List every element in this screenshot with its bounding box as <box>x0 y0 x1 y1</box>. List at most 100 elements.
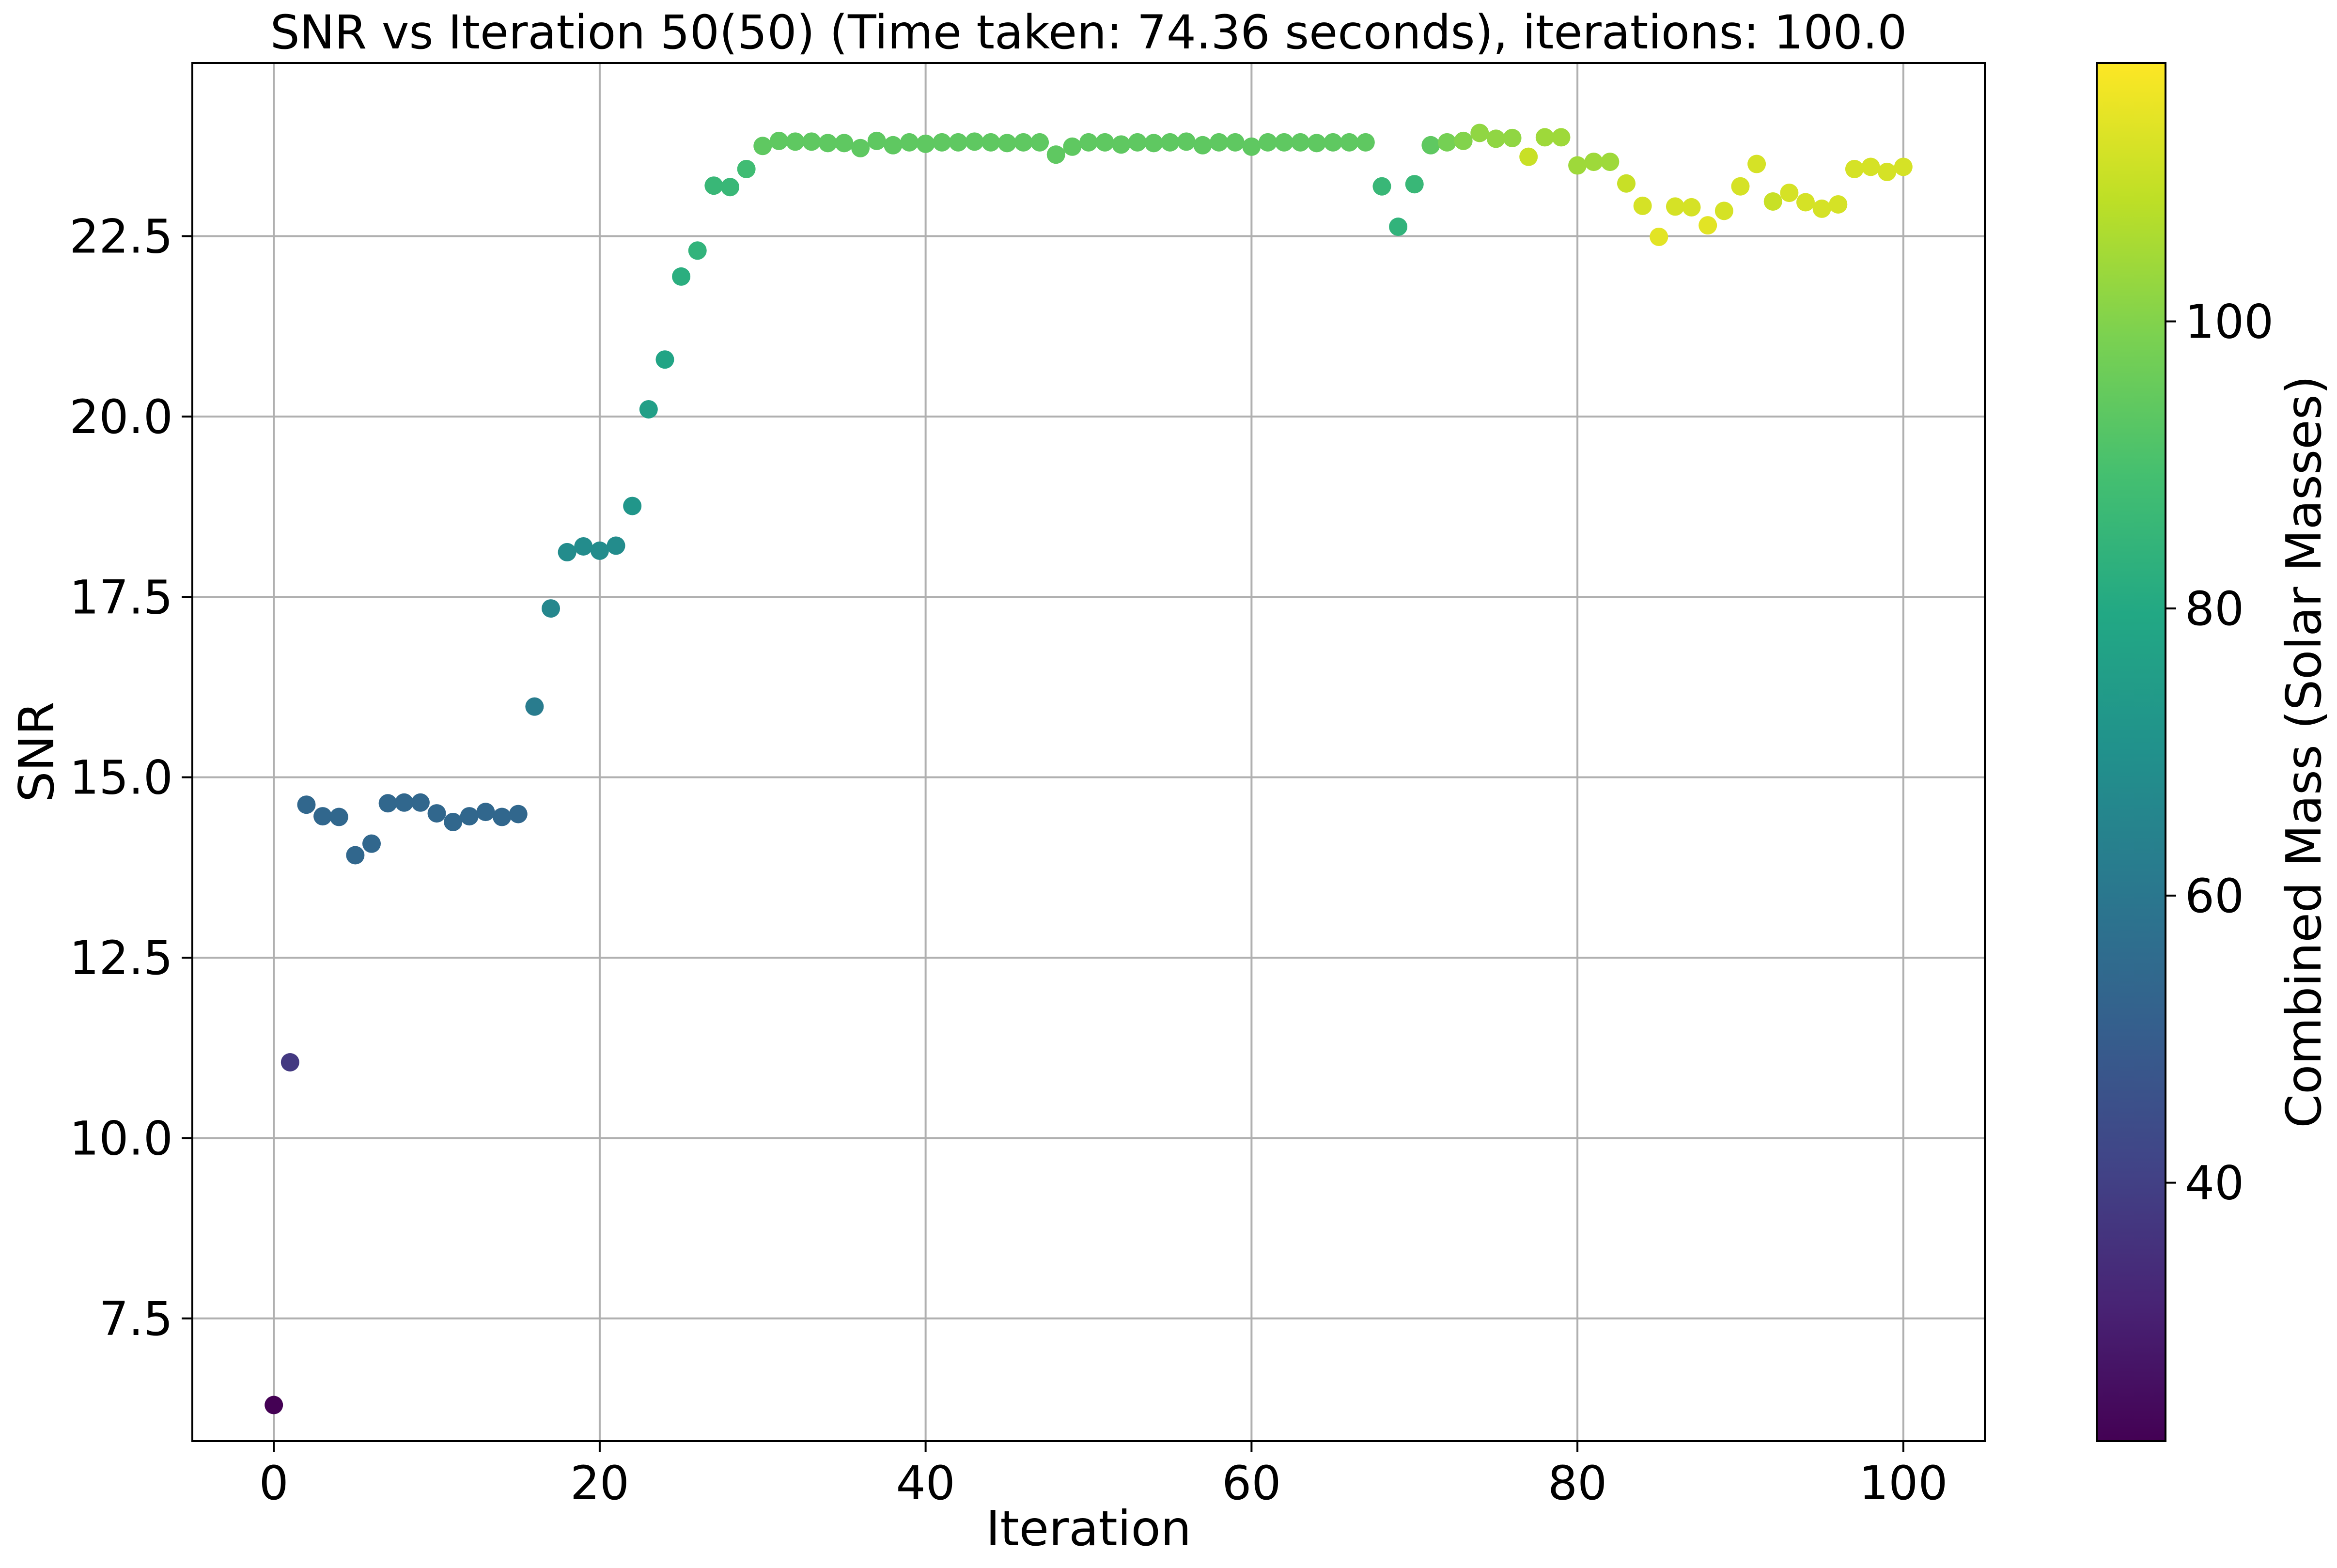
data-point <box>867 131 886 150</box>
data-point <box>818 134 837 153</box>
data-point <box>1568 156 1587 175</box>
data-point <box>1714 202 1733 220</box>
data-point <box>1079 133 1098 152</box>
data-point <box>672 267 691 286</box>
y-axis-title: SNR <box>8 701 65 802</box>
data-point <box>607 536 625 555</box>
data-point <box>476 803 495 822</box>
x-tick-label: 20 <box>570 1456 629 1510</box>
data-point <box>1470 124 1489 142</box>
data-point <box>1503 128 1522 147</box>
data-point <box>395 793 414 812</box>
data-point <box>1633 196 1652 215</box>
data-point <box>704 176 723 195</box>
data-point <box>884 136 903 155</box>
data-point <box>1275 133 1293 152</box>
y-tick-label: 10.0 <box>69 1111 173 1165</box>
data-point <box>655 350 674 369</box>
data-point <box>427 804 446 823</box>
y-tick-label: 7.5 <box>99 1292 173 1346</box>
data-point <box>1861 157 1880 176</box>
colorbar-ticks: 40 60 80 100 <box>2166 295 2274 1211</box>
data-point <box>574 537 593 556</box>
data-point <box>1584 153 1603 171</box>
data-point <box>916 134 935 153</box>
x-axis-title: Iteration <box>986 1500 1191 1557</box>
data-point <box>623 497 642 515</box>
grid <box>192 63 1985 1441</box>
data-point <box>1650 227 1668 246</box>
x-axis: 0 20 40 60 80 100 <box>259 1441 1948 1510</box>
data-point <box>280 1053 299 1071</box>
data-point <box>1601 153 1620 171</box>
y-axis: 7.5 10.0 12.5 15.0 17.5 20.0 22.5 <box>69 209 192 1346</box>
colorbar-tick-label: 100 <box>2185 295 2274 349</box>
data-point <box>1519 147 1538 166</box>
y-tick-label: 22.5 <box>69 209 173 264</box>
data-point <box>1829 195 1848 214</box>
x-tick-label: 0 <box>259 1456 289 1510</box>
data-point <box>1763 192 1782 211</box>
data-point <box>525 697 544 716</box>
data-point <box>1144 134 1163 153</box>
data-point <box>297 795 316 814</box>
data-point <box>1356 133 1375 152</box>
data-point <box>1177 132 1196 151</box>
data-point <box>1112 135 1131 154</box>
data-point <box>900 133 919 152</box>
colorbar-tick-label: 60 <box>2185 869 2244 923</box>
data-point <box>1324 133 1342 152</box>
data-point <box>493 807 512 826</box>
data-point <box>346 846 365 865</box>
x-tick-label: 60 <box>1222 1456 1281 1510</box>
data-point <box>753 137 772 155</box>
data-point <box>1095 133 1114 152</box>
data-point <box>1307 134 1326 153</box>
data-point <box>965 132 984 151</box>
data-point <box>851 139 870 157</box>
colorbar-tick-label: 40 <box>2185 1156 2244 1211</box>
data-point <box>1030 133 1049 152</box>
data-point <box>1340 133 1359 152</box>
x-tick-label: 80 <box>1548 1456 1607 1510</box>
data-point <box>1682 198 1701 217</box>
data-point <box>1812 199 1831 218</box>
data-point <box>639 400 658 419</box>
data-point <box>558 543 576 561</box>
data-point <box>1617 174 1636 193</box>
data-point <box>1454 131 1473 150</box>
y-tick-label: 12.5 <box>69 931 173 985</box>
colorbar-tick-label: 80 <box>2185 582 2244 636</box>
data-point <box>1845 159 1864 178</box>
data-point <box>1405 175 1424 194</box>
data-point <box>997 134 1016 153</box>
data-point <box>1128 133 1147 152</box>
x-tick-label: 40 <box>896 1456 955 1510</box>
y-tick-label: 17.5 <box>69 570 173 624</box>
data-point <box>1666 197 1684 216</box>
y-tick-label: 15.0 <box>69 751 173 805</box>
data-point <box>1486 129 1505 148</box>
data-point <box>265 1396 283 1414</box>
data-point <box>688 241 707 260</box>
data-point <box>1747 155 1766 173</box>
data-point <box>1438 133 1456 152</box>
y-tick-label: 20.0 <box>69 390 173 444</box>
data-point <box>1259 133 1277 152</box>
data-point <box>949 133 967 152</box>
data-point <box>542 599 560 618</box>
data-point <box>362 834 381 853</box>
data-point <box>444 812 463 831</box>
data-point <box>1291 133 1310 152</box>
data-point <box>1193 136 1212 155</box>
data-point <box>1046 145 1065 164</box>
colorbar-title: Combined Mass (Solar Masses) <box>2275 375 2332 1128</box>
data-point <box>313 807 332 826</box>
data-point <box>1161 133 1180 152</box>
data-point <box>1780 184 1799 202</box>
colorbar: 40 60 80 100 Combined Mass (Solar Masses) <box>2096 62 2332 1442</box>
data-point <box>1878 162 1897 181</box>
data-point <box>737 159 756 178</box>
